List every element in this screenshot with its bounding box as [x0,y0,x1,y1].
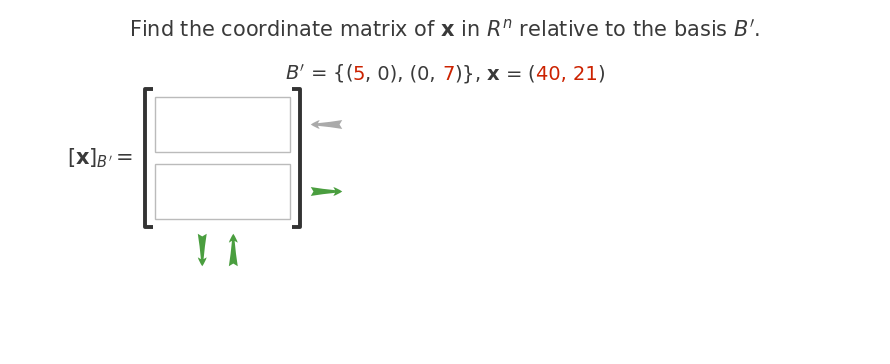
Bar [155,97,290,152]
Text: )}, $\mathbf{x}$ = (: )}, $\mathbf{x}$ = ( [454,63,536,85]
Text: $\it{B'}$ = {(: $\it{B'}$ = {( [285,63,352,86]
Bar [155,164,290,219]
Text: 40, 21: 40, 21 [536,64,598,83]
Text: 5: 5 [352,64,365,83]
Text: $[\mathbf{x}]_{B'} =$: $[\mathbf{x}]_{B'} =$ [67,146,133,170]
Text: 7: 7 [442,64,454,83]
Text: Find the coordinate matrix of $\mathbf{x}$ in $R^n$ relative to the basis $B'$.: Find the coordinate matrix of $\mathbf{x… [129,18,761,40]
Text: , 0), (0,: , 0), (0, [365,64,442,83]
Text: ): ) [598,64,605,83]
